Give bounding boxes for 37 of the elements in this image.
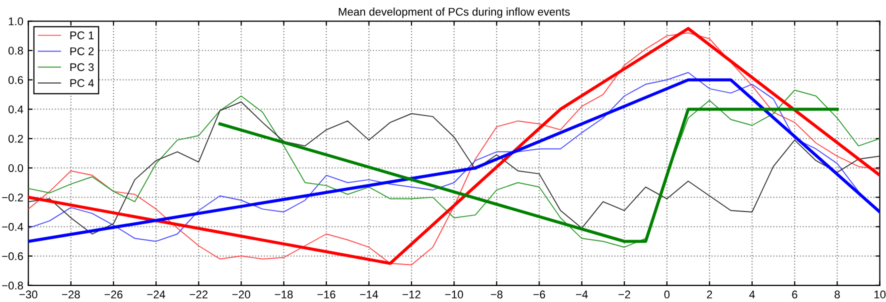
x-tick-label: −16 bbox=[317, 290, 336, 298]
x-tick-label: −10 bbox=[445, 290, 464, 298]
x-tick-label: −2 bbox=[618, 290, 630, 298]
y-tick-label: −0.4 bbox=[2, 222, 24, 231]
legend-label: PC 4 bbox=[70, 79, 94, 88]
x-tick-label: 10 bbox=[874, 290, 886, 298]
x-tick-label: −20 bbox=[232, 290, 250, 298]
x-tick-label: −24 bbox=[147, 290, 166, 298]
x-tick-label: 2 bbox=[706, 290, 712, 298]
x-tick-label: −6 bbox=[533, 290, 546, 298]
y-tick-label: 0.8 bbox=[8, 46, 24, 55]
x-tick-label: −18 bbox=[274, 290, 293, 298]
y-tick-label: −0.2 bbox=[2, 194, 23, 202]
x-tick-label: 8 bbox=[834, 290, 840, 298]
x-tick-label: −30 bbox=[19, 290, 38, 298]
y-tick-label: 0.4 bbox=[8, 105, 24, 114]
y-tick-label: 0.2 bbox=[8, 134, 23, 143]
y-tick-label: 1.0 bbox=[8, 17, 24, 26]
y-tick-label: −0.6 bbox=[2, 252, 24, 260]
line-series bbox=[28, 101, 880, 234]
legend-label: PC 3 bbox=[70, 63, 94, 72]
x-tick-label: −14 bbox=[360, 290, 378, 298]
x-tick-label: −4 bbox=[576, 290, 588, 298]
x-tick-label: −26 bbox=[104, 290, 122, 298]
y-tick-label: −0.8 bbox=[2, 282, 24, 290]
x-tick-label: −12 bbox=[402, 290, 420, 298]
x-tick-label: 6 bbox=[792, 290, 798, 298]
x-tick-label: −22 bbox=[190, 290, 208, 298]
legend-label: PC 2 bbox=[70, 47, 94, 56]
y-tick-label: 0.0 bbox=[8, 164, 24, 172]
x-tick-label: 0 bbox=[664, 290, 670, 298]
y-tick-label: 0.6 bbox=[8, 76, 24, 84]
legend-label: PC 1 bbox=[70, 31, 94, 40]
chart-title: Mean development of PCs during inflow events bbox=[338, 8, 570, 18]
x-tick-label: −28 bbox=[62, 290, 80, 298]
x-tick-label: 4 bbox=[749, 290, 755, 298]
x-tick-label: −8 bbox=[490, 290, 502, 298]
